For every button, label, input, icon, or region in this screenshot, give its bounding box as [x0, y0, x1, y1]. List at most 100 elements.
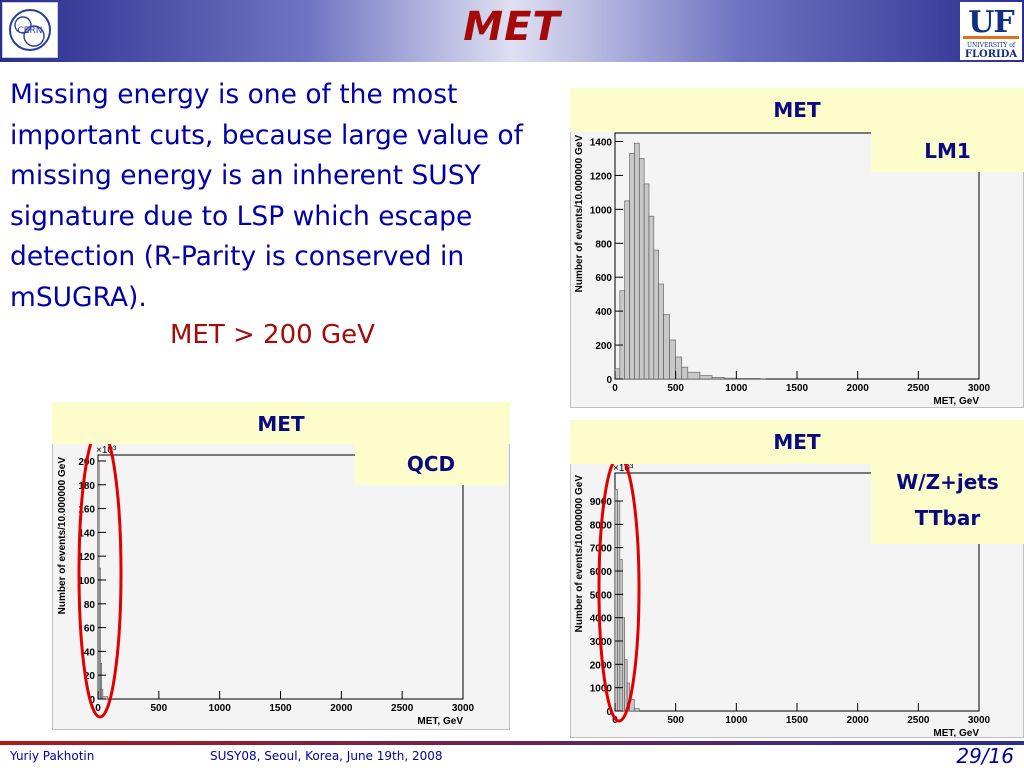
y-tick-label: 120 — [78, 552, 95, 563]
lm1-tag: LM1 — [871, 131, 1024, 172]
histogram-bar — [736, 378, 761, 380]
histogram-bar — [687, 371, 701, 380]
histogram-bar — [699, 375, 713, 380]
y-tick-label: 2000 — [590, 660, 613, 671]
qcd-header-text: MET — [257, 412, 305, 436]
x-tick-label: 2500 — [907, 715, 930, 726]
y-tick-label: 60 — [84, 624, 96, 635]
x-tick-label: 500 — [150, 703, 167, 714]
histogram-bar — [653, 249, 659, 380]
histogram-bar — [619, 559, 623, 712]
footer-event: SUSY08, Seoul, Korea, June 19th, 2008 — [210, 749, 443, 763]
qcd-tag: QCD — [355, 444, 507, 485]
qcd-chart-svg: 0 500 1000 1500 2000 2500 3000 0 20 40 60 80 100 120 1… — [57, 427, 475, 727]
x-tick-label: 3000 — [968, 715, 991, 726]
y-tick-label: 80 — [84, 600, 96, 611]
histogram-bar — [638, 158, 645, 380]
met-histogram-lm1: 0 500 1000 1500 2000 2500 3000 0 200 400 600 800 100… — [570, 88, 1024, 408]
y-tick-label: 160 — [78, 505, 95, 516]
y-tick-label: 1200 — [590, 171, 613, 182]
histogram-bar — [634, 142, 640, 380]
y-multiplier: ×10³ — [613, 463, 634, 474]
y-tick-label: 0 — [606, 375, 612, 386]
y-axis-label: Number of events/10.000000 GeV — [574, 135, 585, 293]
histogram-bar — [619, 290, 626, 380]
uf-logo: UF UNIVERSITY of FLORIDA — [960, 2, 1022, 60]
histogram-bar — [658, 283, 664, 380]
x-tick-label: 1000 — [725, 715, 748, 726]
histogram-bar — [723, 377, 737, 380]
cern-logo: CERN — [2, 2, 58, 58]
y-axis-label: Number of events/10.000000 GeV — [574, 475, 585, 633]
wz-header-text: MET — [773, 430, 821, 454]
uf-logo-text: UF — [968, 5, 1014, 40]
histogram-bar — [624, 659, 628, 712]
plot-frame — [614, 472, 980, 712]
histogram-bar — [629, 153, 635, 380]
cern-logo-text: CERN — [18, 26, 43, 36]
histogram-bar — [675, 356, 683, 380]
histogram-bar — [617, 500, 621, 712]
x-tick-label: 2000 — [330, 703, 353, 714]
y-tick-label: 100 — [78, 576, 95, 587]
y-tick-label: 180 — [78, 481, 95, 492]
met-cut-text: MET > 200 GeV — [170, 320, 375, 350]
svg-text:UNIVERSITY of: UNIVERSITY of — [967, 42, 1016, 49]
y-axis-label: Number of events/10.000000 GeV — [57, 457, 68, 615]
y-tick-label: 0 — [89, 695, 95, 706]
x-tick-label: 3000 — [452, 703, 475, 714]
histogram-bar — [669, 339, 676, 380]
plot-frame — [97, 454, 464, 700]
x-axis-label: MET, GeV — [933, 728, 979, 737]
histogram-bar — [711, 377, 725, 380]
x-tick-label: 1000 — [209, 703, 232, 714]
y-tick-label: 1000 — [590, 684, 613, 695]
histogram-bar — [624, 200, 630, 380]
y-tick-label: 6000 — [590, 567, 613, 578]
y-tick-label: 1400 — [590, 137, 613, 148]
x-tick-label: 0 — [612, 383, 618, 394]
histogram-bar — [634, 708, 640, 712]
x-tick-label: 500 — [667, 383, 684, 394]
histogram-bar — [614, 368, 621, 380]
y-tick-label: 800 — [595, 239, 612, 250]
y-tick-label: 1000 — [590, 205, 613, 216]
slide-body-text: Missing energy is one of the most import… — [10, 79, 523, 313]
x-tick-label: 1500 — [786, 715, 809, 726]
x-axis-label: MET, GeV — [933, 396, 979, 407]
y-tick-label: 5000 — [590, 590, 613, 601]
footer-author: Yuriy Pakhotin — [10, 749, 95, 763]
wz-chart-svg: 0 500 1000 1500 2000 2500 30000100020003000400… — [574, 455, 991, 737]
y-tick-label: 0 — [606, 707, 612, 718]
lm1-chart-svg: 0 500 1000 1500 2000 2500 3000 0 200 400 600 800 100… — [574, 132, 991, 407]
footer-divider — [0, 741, 1024, 745]
x-axis-label: MET, GeV — [417, 716, 463, 727]
x-tick-label: 1000 — [725, 383, 748, 394]
y-tick-label: 20 — [84, 671, 96, 682]
histogram-bar — [663, 314, 670, 380]
histogram-bar — [648, 215, 655, 380]
lm1-header-bar: MET — [570, 88, 1024, 132]
slide-title: MET — [463, 4, 561, 50]
y-tick-label: 9000 — [590, 497, 613, 508]
histogram-bar — [614, 489, 618, 712]
histogram-bar — [681, 366, 689, 380]
x-tick-label: 2000 — [847, 383, 870, 394]
histogram-bar — [643, 183, 650, 380]
x-tick-label: 2000 — [847, 715, 870, 726]
y-tick-label: 400 — [595, 307, 612, 318]
y-tick-label: 40 — [84, 647, 96, 658]
x-tick-label: 1500 — [269, 703, 292, 714]
y-tick-label: 600 — [595, 273, 612, 284]
slide-header — [0, 0, 1024, 62]
wz-header-bar: MET — [570, 420, 1024, 464]
x-tick-label: 1500 — [786, 383, 809, 394]
x-tick-label: 0 — [95, 703, 101, 714]
x-tick-label: 2500 — [907, 383, 930, 394]
qcd-header-bar: MET — [52, 402, 510, 444]
page-number: 29/16 — [956, 744, 1014, 768]
y-tick-label: 140 — [78, 528, 95, 539]
x-tick-label: 3000 — [968, 383, 991, 394]
lm1-header-text: MET — [773, 98, 821, 122]
y-multiplier: ×10³ — [96, 445, 117, 456]
